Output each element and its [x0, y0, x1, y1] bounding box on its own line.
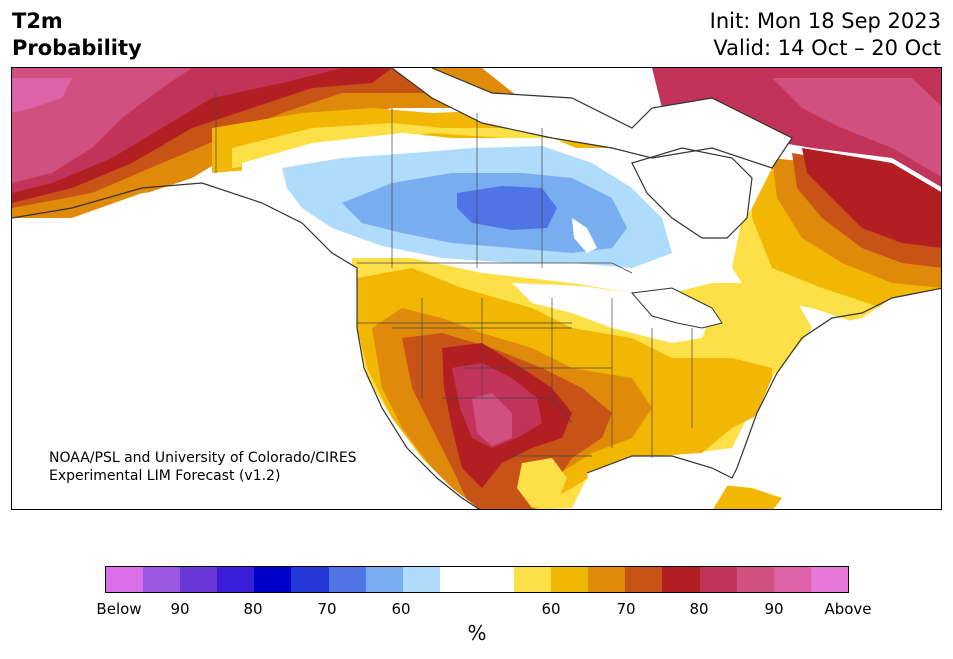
- colorbar-segment: [514, 567, 552, 592]
- colorbar-segment: [736, 567, 774, 592]
- credit-text: NOAA/PSL and University of Colorado/CIRE…: [49, 449, 357, 485]
- coastlines: [12, 68, 941, 509]
- east-canada-contour-pink: [772, 78, 941, 177]
- colorbar-tick-label: 70: [317, 600, 337, 618]
- colorbar-tick-label: 80: [243, 600, 263, 618]
- great-lakes: [631, 287, 723, 329]
- valid-range: Valid: 14 Oct – 20 Oct: [713, 36, 941, 60]
- us-contour-pink: [472, 393, 512, 446]
- pacific-ocean: [12, 188, 480, 509]
- colorbar-tick-label: 80: [689, 600, 709, 618]
- colorbar-tick-label: 90: [170, 600, 190, 618]
- east-canada-contour-red: [802, 148, 941, 248]
- colorbar-segment: [551, 567, 589, 592]
- colorbar-tick-label: 70: [616, 600, 636, 618]
- colorbar-unit: %: [467, 621, 487, 645]
- credit-line-2: Experimental LIM Forecast (v1.2): [49, 468, 281, 484]
- probability-map: [12, 68, 941, 509]
- hudson-bay: [632, 148, 752, 238]
- colorbar-tick-label: Above: [824, 600, 872, 618]
- colorbar-tick-label: 60: [391, 600, 411, 618]
- atlantic-ocean: [732, 288, 941, 468]
- colorbar-segment: [439, 567, 477, 592]
- colorbar-segment: [143, 567, 181, 592]
- colorbar-segment: [476, 567, 515, 592]
- mexico-contour-yellow: [517, 458, 567, 508]
- forecast-dates: Init: Mon 18 Sep 2023 Valid: 14 Oct – 20…: [710, 8, 941, 62]
- canada-contour-yellow: [232, 123, 602, 168]
- colorbar-segment: [402, 567, 440, 592]
- colorbar-segment: [662, 567, 700, 592]
- colorbar-segment: [810, 567, 848, 592]
- colorbar: [105, 566, 849, 593]
- colorbar-tick-label: 90: [764, 600, 784, 618]
- title-line-2: Probability: [12, 36, 142, 60]
- colorbar-segment: [625, 567, 663, 592]
- colorbar-segment: [291, 567, 329, 592]
- cold-contour-royalblue: [457, 186, 557, 230]
- alaska-contour-magenta: [12, 78, 72, 113]
- map-panel: [11, 67, 942, 510]
- title-line-1: T2m: [12, 9, 63, 33]
- colorbar-segment: [106, 567, 144, 592]
- colorbar-segment: [217, 567, 255, 592]
- credit-line-1: NOAA/PSL and University of Colorado/CIRE…: [49, 450, 357, 466]
- colorbar-segment: [254, 567, 292, 592]
- colorbar-segment: [365, 567, 403, 592]
- political-boundaries: [215, 93, 693, 458]
- colorbar-segment: [180, 567, 218, 592]
- colorbar-tick-label: 60: [541, 600, 561, 618]
- map-title: T2m Probability: [12, 8, 142, 62]
- colorbar-tick-label: Below: [96, 600, 142, 618]
- colorbar-segment: [328, 567, 366, 592]
- colorbar-segment: [588, 567, 626, 592]
- colorbar-segment: [773, 567, 811, 592]
- init-date: Init: Mon 18 Sep 2023: [709, 9, 941, 33]
- gulf-of-mexico: [587, 456, 732, 509]
- colorbar-segment: [699, 567, 737, 592]
- winnipeg-lake: [572, 218, 597, 253]
